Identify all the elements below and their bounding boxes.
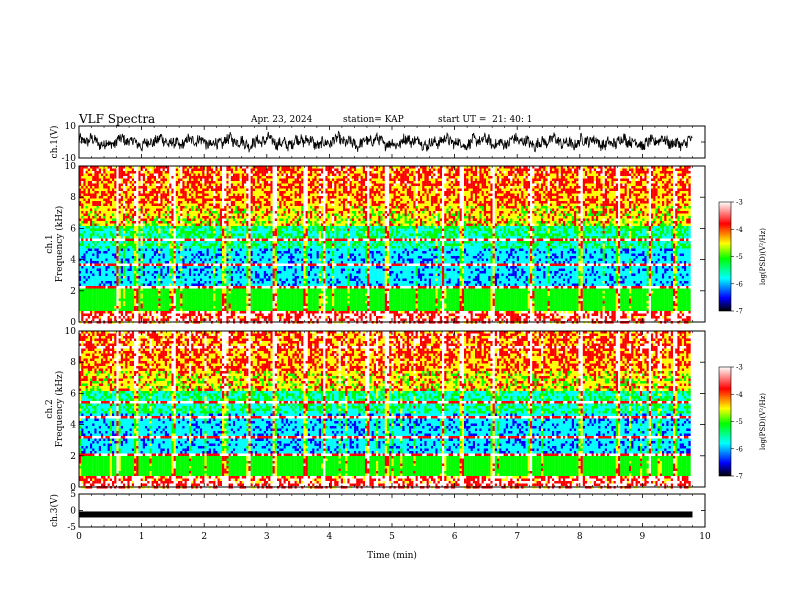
colorbar-tick-label: -5 [736, 418, 743, 426]
x-tick-label: 3 [264, 532, 270, 542]
ch1-spectrogram-panel: 0 2 4 6 8 10 ch.1Frequency (kHz) [45, 162, 706, 328]
y-axis-label: ch.3(V) [49, 494, 60, 527]
y-tick-label: 0 [70, 318, 76, 328]
y-tick-label: 2 [70, 452, 76, 462]
x-tick-label: 9 [640, 532, 646, 542]
x-tick-label: 1 [139, 532, 145, 542]
spectrogram-cells [79, 166, 691, 324]
y-tick-label: 8 [70, 358, 76, 368]
station-label: station= KAP [343, 115, 404, 125]
colorbar-gradient [718, 366, 732, 477]
colorbar-tick-label: -3 [736, 199, 743, 207]
y-tick-label: 0 [70, 507, 76, 517]
colorbar-tick-label: -4 [736, 391, 743, 399]
y-axis-label: ch.1Frequency (kHz) [45, 206, 65, 283]
x-tick-label: 4 [327, 532, 333, 542]
colorbar-tick-label: -3 [736, 364, 743, 372]
colorbar-tick-label: -7 [736, 308, 743, 316]
colorbar-label: log(PSD)(V²/Hz) [759, 228, 767, 285]
y-tick-label: 10 [65, 162, 77, 172]
x-tick-label: 2 [201, 532, 207, 542]
y-tick-label: -10 [62, 154, 77, 164]
x-tick-label: 5 [389, 532, 395, 542]
x-tick-label: 0 [76, 532, 82, 542]
ch1-waveform-panel: -10 10 ch.1(V) [49, 122, 706, 164]
y-tick-label: 0 [70, 483, 76, 493]
colorbar-tick-label: -7 [736, 473, 743, 481]
y-tick-label: 5 [70, 490, 76, 500]
y-tick-label: -5 [67, 523, 76, 533]
x-axis-label: Time (min) [367, 550, 417, 561]
colorbar-gradient [718, 201, 732, 312]
y-tick-label: 2 [70, 287, 76, 297]
ch1-colorbar: -7 -6 -5 -4 -3 log(PSD)(V²/Hz) [718, 199, 767, 316]
ch3-waveform-band [79, 511, 693, 518]
panel-frame [78, 493, 706, 528]
colorbar-tick-label: -4 [736, 226, 743, 234]
y-tick-label: 6 [70, 224, 76, 234]
colorbar-tick-label: -5 [736, 253, 743, 261]
figure-title: VLF Spectra [79, 112, 155, 126]
colorbar-tick-label: -6 [736, 445, 743, 453]
date-label: Apr. 23, 2024 [251, 115, 312, 125]
y-tick-label: 10 [65, 122, 77, 132]
y-tick-label: 6 [70, 389, 76, 399]
x-tick-label: 10 [699, 532, 711, 542]
ch2-spectrogram-panel: 0 2 4 6 8 10 ch.2Frequency (kHz) [45, 327, 706, 493]
x-tick-label: 7 [514, 532, 520, 542]
y-tick-label: 8 [70, 193, 76, 203]
y-tick-label: 10 [65, 327, 77, 337]
x-tick-label: 8 [577, 532, 583, 542]
y-tick-label: 4 [70, 421, 76, 431]
ch1-waveform-line [78, 130, 693, 153]
ch2-colorbar: -7 -6 -5 -4 -3 log(PSD)(V²/Hz) [718, 364, 767, 481]
spectrogram-cells [79, 331, 691, 489]
start-time-label: start UT = 21: 40: 1 [438, 115, 533, 125]
x-tick-label: 6 [452, 532, 458, 542]
y-axis-label: ch.2Frequency (kHz) [45, 371, 65, 448]
colorbar-label: log(PSD)(V²/Hz) [759, 393, 767, 450]
y-tick-label: 4 [70, 256, 76, 266]
colorbar-tick-label: -6 [736, 280, 743, 288]
y-axis-label: ch.1(V) [49, 126, 60, 159]
